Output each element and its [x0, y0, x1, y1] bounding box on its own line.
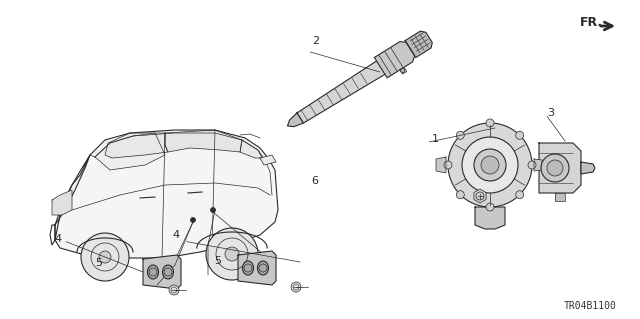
Text: 5: 5: [214, 256, 221, 266]
Circle shape: [481, 156, 499, 174]
Text: 3: 3: [547, 108, 554, 118]
Polygon shape: [581, 162, 595, 174]
Polygon shape: [287, 113, 303, 127]
Circle shape: [462, 137, 518, 193]
Circle shape: [456, 191, 464, 199]
Circle shape: [444, 161, 452, 169]
Circle shape: [191, 218, 195, 222]
Polygon shape: [534, 159, 542, 171]
Ellipse shape: [147, 265, 159, 279]
Polygon shape: [55, 155, 90, 240]
Text: 1: 1: [431, 134, 438, 144]
Polygon shape: [555, 193, 565, 201]
Polygon shape: [474, 189, 486, 203]
Circle shape: [474, 149, 506, 181]
Polygon shape: [95, 133, 165, 170]
Circle shape: [486, 119, 494, 127]
Text: FR.: FR.: [580, 16, 603, 29]
Polygon shape: [297, 58, 389, 123]
Text: TR04B1100: TR04B1100: [564, 301, 616, 311]
Polygon shape: [240, 140, 262, 158]
Text: 4: 4: [54, 234, 61, 244]
Polygon shape: [52, 190, 72, 215]
Polygon shape: [475, 207, 505, 229]
Ellipse shape: [257, 261, 269, 275]
Polygon shape: [400, 67, 407, 74]
Polygon shape: [374, 41, 415, 78]
Text: 4: 4: [173, 230, 180, 240]
Circle shape: [516, 131, 524, 139]
Polygon shape: [143, 255, 181, 289]
Polygon shape: [260, 155, 276, 165]
Circle shape: [225, 247, 239, 261]
Text: 6: 6: [312, 176, 319, 187]
Circle shape: [516, 191, 524, 199]
Circle shape: [448, 123, 532, 207]
Text: 2: 2: [312, 36, 319, 46]
Polygon shape: [405, 31, 432, 58]
Circle shape: [547, 160, 563, 176]
Polygon shape: [55, 130, 278, 258]
Circle shape: [206, 228, 258, 280]
Circle shape: [541, 154, 569, 182]
Circle shape: [211, 207, 216, 212]
Polygon shape: [105, 133, 168, 158]
Polygon shape: [165, 130, 242, 152]
Circle shape: [456, 131, 464, 139]
Circle shape: [486, 203, 494, 211]
Ellipse shape: [243, 261, 253, 275]
Circle shape: [99, 251, 111, 263]
Polygon shape: [539, 143, 581, 193]
Text: 5: 5: [95, 258, 102, 268]
Polygon shape: [238, 251, 276, 285]
Circle shape: [169, 285, 179, 295]
Circle shape: [528, 161, 536, 169]
Circle shape: [291, 282, 301, 292]
Ellipse shape: [163, 265, 173, 279]
Polygon shape: [436, 157, 446, 173]
Circle shape: [81, 233, 129, 281]
